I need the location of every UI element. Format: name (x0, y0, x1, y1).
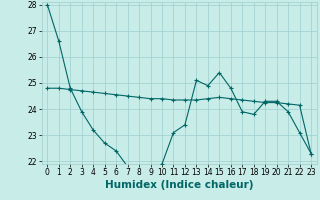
X-axis label: Humidex (Indice chaleur): Humidex (Indice chaleur) (105, 180, 253, 190)
